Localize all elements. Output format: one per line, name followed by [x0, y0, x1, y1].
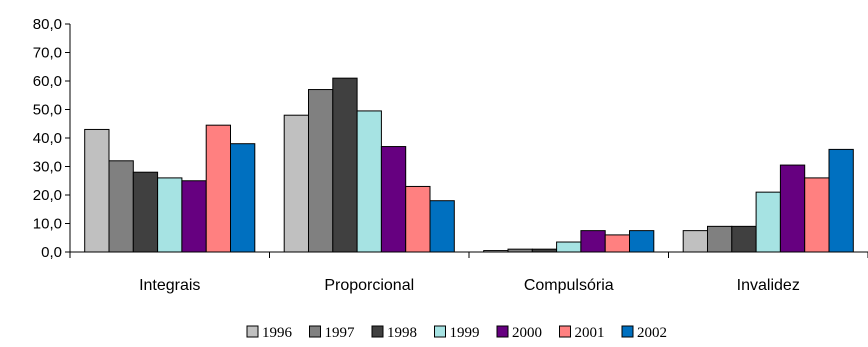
bar-1998-3 [731, 225, 757, 253]
legend-swatch-2001 [559, 325, 571, 338]
y-tick-label: 40,0 [33, 130, 62, 147]
y-tick-label: 0,0 [41, 244, 62, 261]
bar-2001-3 [804, 177, 830, 253]
bar-1996-3 [682, 230, 709, 253]
y-tick-label: 50,0 [33, 102, 62, 119]
legend-swatch-2000 [496, 325, 509, 338]
legend-swatch-1996 [246, 325, 259, 338]
bar-1996-1 [283, 114, 310, 253]
y-tick-label: 70,0 [33, 45, 62, 62]
bar-1999-2 [556, 241, 582, 253]
legend-label-2001: 2001 [575, 325, 605, 341]
legend-label-1997: 1997 [325, 325, 356, 341]
y-axis: 0,0 10,0 20,0 30,0 40,0 50,0 60,0 70,0 80,0 [33, 16, 71, 261]
y-tick-label: 10,0 [33, 216, 62, 233]
bar-1997-0 [108, 160, 134, 253]
legend-swatch-2002 [621, 325, 634, 338]
bar-1998-1 [332, 77, 358, 253]
bar-1998-0 [132, 171, 159, 253]
bar-2002-0 [230, 143, 256, 253]
x-axis: Integrais Proporcional Compulsória Invalide… [69, 251, 868, 294]
legend-label-1999: 1999 [450, 325, 480, 341]
legend: 1996 1997 1998 1999 2000 2001 2002 [246, 325, 667, 341]
legend-label-2000: 2000 [512, 325, 542, 341]
bar-2000-3 [779, 164, 806, 253]
bar-2001-2 [604, 234, 631, 253]
legend-label-2002: 2002 [637, 325, 667, 341]
y-tick-label: 60,0 [33, 73, 62, 90]
y-tick-label: 30,0 [33, 159, 62, 176]
bar-2002-1 [429, 200, 455, 253]
bar-2001-0 [205, 124, 231, 253]
bar-1996-0 [84, 128, 110, 253]
bar-1997-3 [707, 225, 733, 253]
x-category-label: Compulsória [524, 277, 614, 294]
bar-2000-2 [580, 230, 606, 253]
x-category-label: Proporcional [324, 277, 414, 294]
bar-2002-2 [629, 230, 655, 253]
bar-1999-0 [157, 177, 183, 253]
bar-1997-1 [308, 89, 334, 253]
legend-label-1998: 1998 [387, 325, 417, 341]
bar-2001-1 [405, 185, 431, 253]
y-tick-label: 20,0 [33, 187, 62, 204]
bar-2000-1 [380, 146, 407, 253]
y-tick-label: 80,0 [33, 16, 62, 33]
legend-swatch-1997 [309, 325, 321, 338]
bar-1999-1 [356, 110, 382, 253]
x-category-label: Invalidez [737, 277, 800, 294]
bars-group [84, 77, 854, 253]
x-category-label: Integrais [139, 277, 200, 294]
legend-swatch-1999 [434, 325, 446, 338]
bar-2002-3 [828, 148, 854, 253]
legend-swatch-1998 [371, 325, 384, 338]
bar-2000-0 [181, 180, 207, 253]
legend-label-1996: 1996 [262, 325, 293, 341]
bar-1999-3 [755, 191, 781, 253]
